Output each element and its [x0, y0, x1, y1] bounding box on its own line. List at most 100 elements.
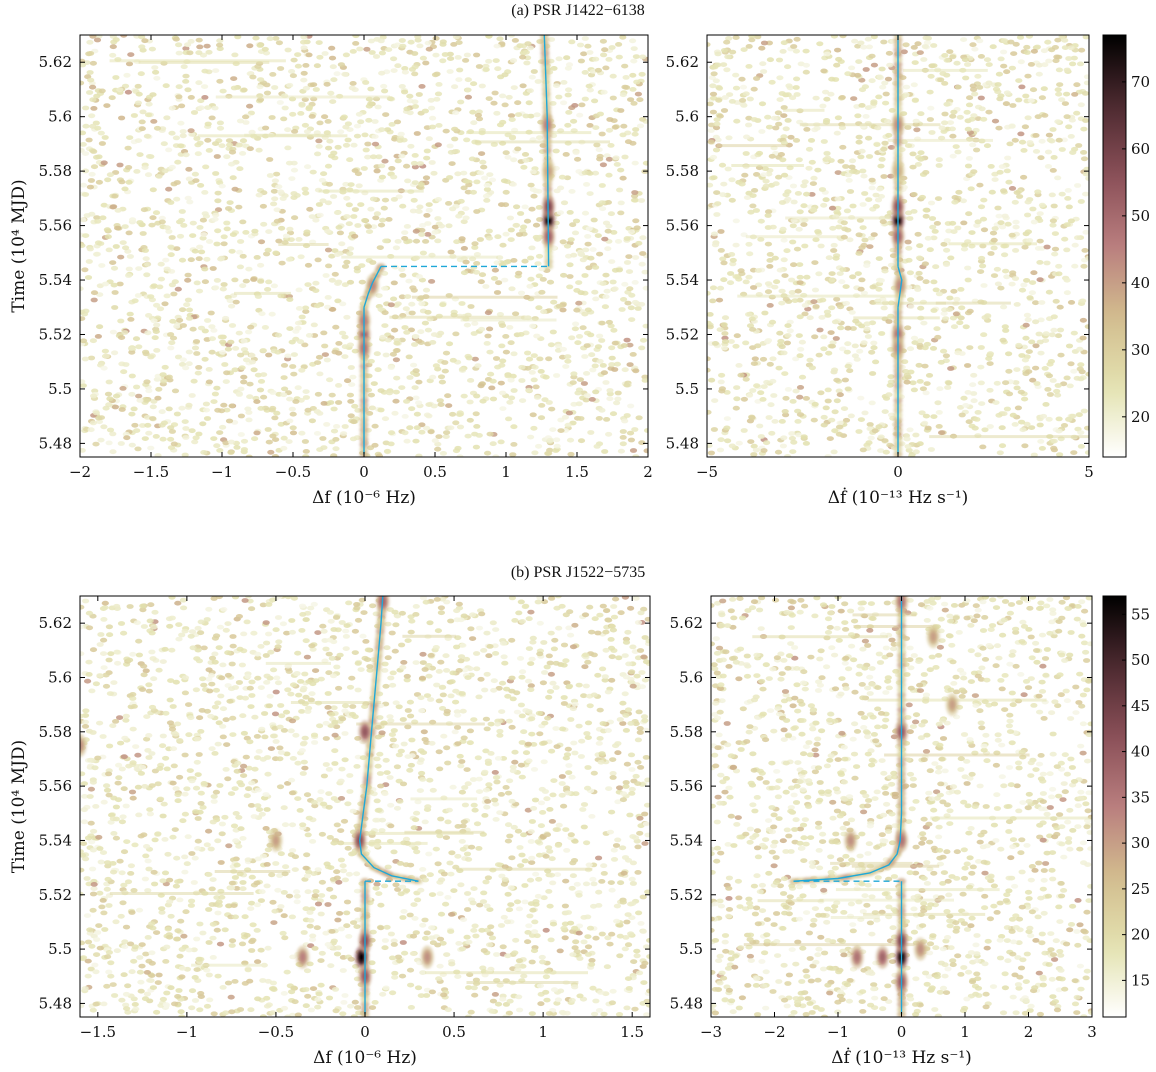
noise-cell [211, 391, 219, 397]
noise-cell [844, 341, 852, 347]
noise-cell [413, 131, 421, 136]
noise-cell [823, 309, 832, 315]
noise-cell [1034, 189, 1042, 195]
noise-cell [583, 343, 591, 348]
noise-cell [155, 174, 163, 179]
noise-cell [607, 211, 616, 217]
noise-cell [473, 252, 481, 257]
noise-cell [403, 438, 411, 444]
noise-cell [182, 46, 190, 51]
noise-cell [168, 164, 176, 170]
noise-cell [132, 336, 141, 342]
noise-cell [997, 220, 1005, 226]
noise-cell [229, 634, 237, 639]
noise-cell [484, 450, 492, 456]
noise-cell [535, 443, 543, 449]
noise-cell [915, 270, 923, 276]
noise-cell [238, 365, 246, 371]
noise-cell [820, 202, 828, 208]
noise-cell [569, 380, 577, 385]
noise-cell [101, 281, 110, 287]
noise-cell [239, 138, 248, 144]
noise-cell [178, 103, 186, 109]
noise-cell [911, 60, 919, 65]
noise-cell [330, 428, 339, 434]
noise-cell [157, 261, 165, 267]
subplot-a-1: −2 −1.5 −1 −0.5 0 0.5 1 1.5 2Δf (10⁻⁶ Hz)5.485.5… [39, 34, 653, 508]
noise-cell [810, 299, 818, 305]
noise-cell [833, 62, 841, 68]
noise-cell [870, 35, 878, 40]
noise-cell [127, 317, 135, 322]
noise-cell [846, 368, 854, 374]
noise-cell [1054, 87, 1062, 93]
noise-cell [536, 217, 544, 222]
noise-cell [855, 59, 863, 64]
noise-cell [391, 135, 399, 140]
noise-cell [732, 343, 740, 349]
noise-cell [720, 62, 728, 67]
noise-cell [729, 257, 737, 263]
noise-cell [1074, 235, 1082, 241]
noise-cell [830, 248, 838, 253]
noise-cell [174, 798, 182, 804]
noise-cell [986, 387, 994, 393]
noise-cell [761, 166, 769, 172]
noise-cell [325, 263, 333, 269]
noise-cell [475, 64, 483, 69]
noise-cell [150, 283, 158, 289]
noise-cell [712, 147, 721, 153]
noise-cell [483, 187, 491, 192]
noise-cell [333, 252, 341, 257]
noise-cell [615, 42, 623, 47]
noise-cell [628, 317, 636, 322]
noise-cell [836, 304, 845, 310]
noise-cell [740, 428, 748, 433]
noise-cell [1042, 331, 1050, 337]
noise-cell [837, 325, 845, 331]
noise-cell [773, 279, 781, 285]
noise-cell [201, 279, 209, 285]
noise-cell [823, 96, 831, 102]
noise-cell [227, 450, 235, 455]
noise-cell [478, 272, 487, 278]
noise-cell [467, 378, 475, 383]
noise-cell [788, 290, 796, 295]
noise-cell [413, 425, 421, 431]
noise-cell [627, 97, 635, 102]
noise-cell [921, 345, 929, 351]
noise-cell [493, 43, 501, 49]
noise-cell [836, 271, 844, 276]
noise-cell [391, 410, 399, 416]
noise-cell [392, 398, 400, 404]
noise-cell [169, 335, 178, 341]
noise-cell [887, 374, 895, 380]
noise-cell [1064, 188, 1072, 193]
noise-cell [83, 213, 91, 218]
noise-cell [411, 342, 419, 347]
noise-cell [754, 343, 762, 349]
noise-cell [858, 245, 866, 251]
noise-cell [525, 100, 533, 106]
noise-cell [351, 233, 359, 239]
noise-cell [93, 154, 101, 160]
noise-cell [784, 387, 793, 392]
noise-cell [379, 334, 387, 340]
noise-cell [817, 390, 825, 396]
noise-cell [1015, 342, 1023, 348]
noise-cell [1046, 392, 1054, 397]
noise-cell [218, 408, 226, 414]
noise-cell [486, 349, 494, 355]
noise-cell [1067, 218, 1075, 224]
noise-cell [815, 271, 823, 277]
noise-cell [930, 235, 938, 241]
noise-cell [794, 191, 803, 196]
noise-cell [716, 327, 724, 332]
noise-cell [150, 318, 158, 324]
noise-cell [611, 367, 619, 372]
noise-cell [464, 189, 472, 195]
noise-cell [760, 172, 768, 178]
noise-cell [90, 297, 98, 303]
noise-cell [375, 154, 383, 160]
noise-cell [536, 234, 544, 240]
